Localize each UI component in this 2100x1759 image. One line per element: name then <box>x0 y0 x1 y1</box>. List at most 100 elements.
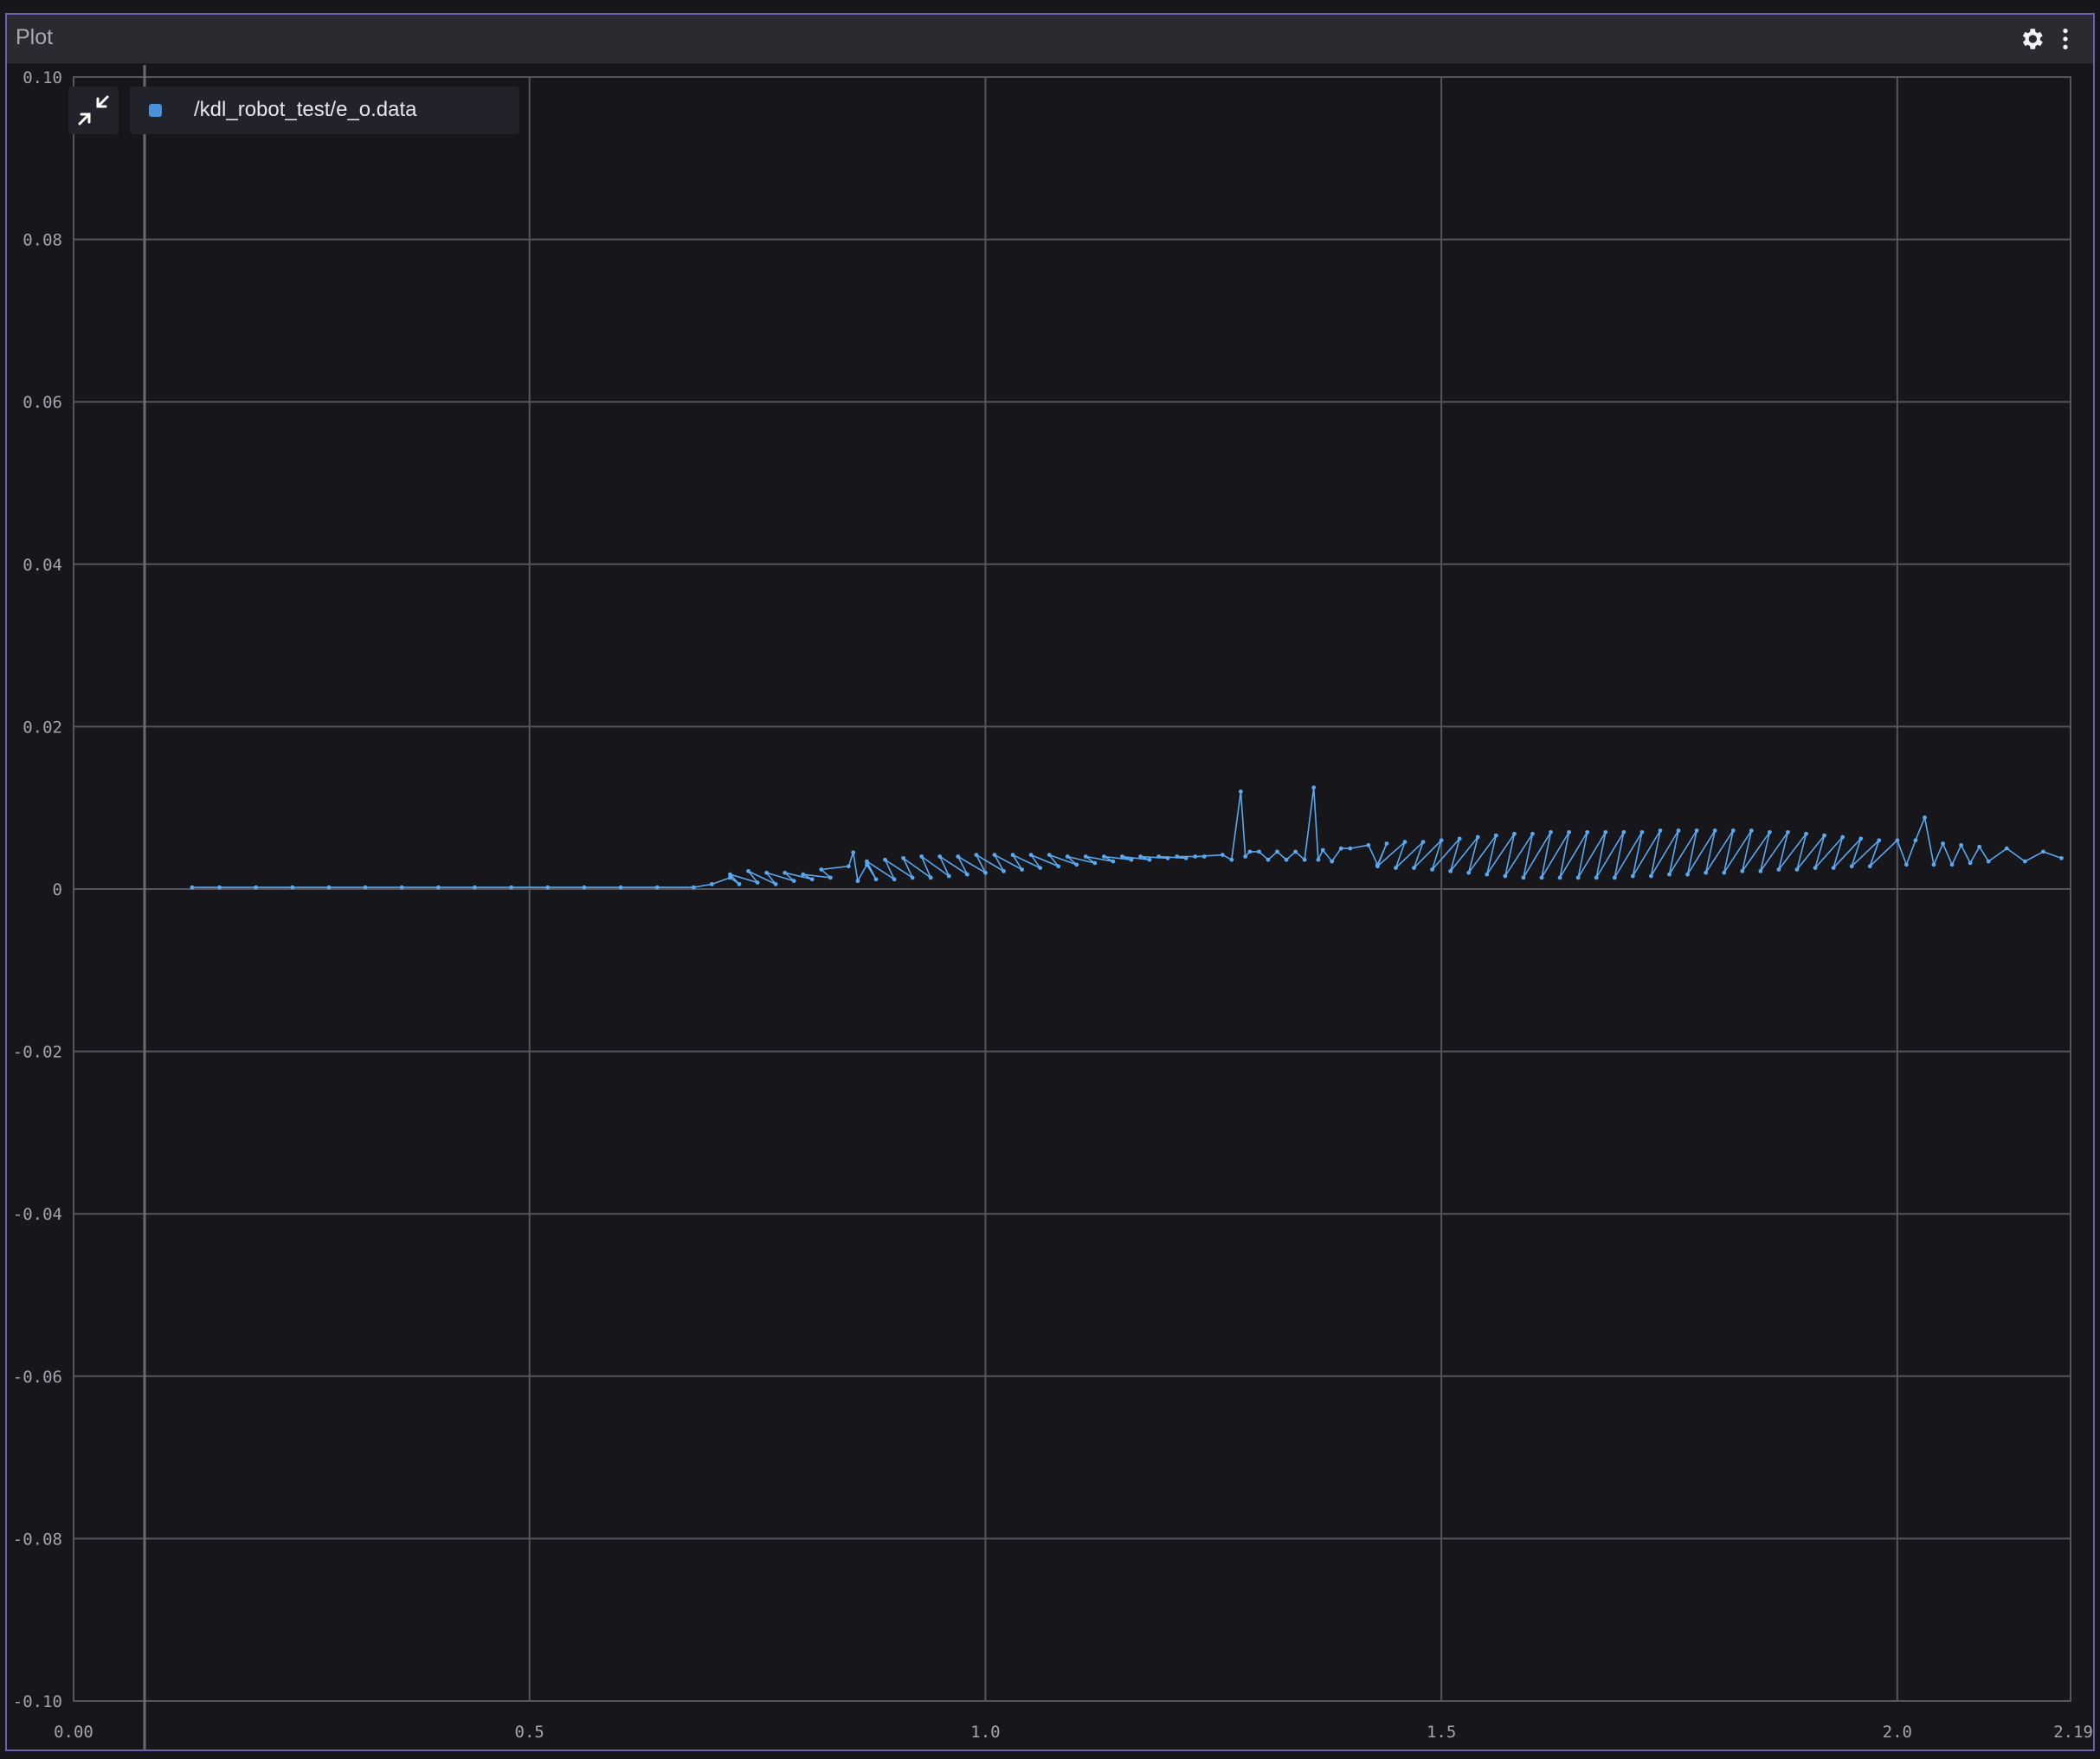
data-point <box>1822 834 1826 838</box>
y-tick-label: -0.02 <box>13 1043 62 1062</box>
data-point <box>545 886 550 890</box>
data-point <box>947 874 951 879</box>
data-point <box>1243 854 1247 859</box>
data-point <box>1430 867 1434 872</box>
y-tick-label: -0.04 <box>13 1205 62 1224</box>
data-point <box>1549 830 1553 834</box>
data-point <box>1440 838 1444 842</box>
data-point <box>1585 830 1589 834</box>
data-point <box>190 886 195 890</box>
data-point <box>1777 867 1781 872</box>
data-point <box>1385 841 1389 846</box>
data-point <box>1621 830 1626 834</box>
data-point <box>1768 830 1772 834</box>
data-point <box>1722 871 1726 875</box>
data-point <box>1704 871 1708 875</box>
data-point <box>619 886 623 890</box>
data-point <box>956 854 960 859</box>
data-point <box>1904 862 1909 867</box>
data-point <box>1530 832 1535 836</box>
data-point <box>1576 875 1581 880</box>
data-point <box>1330 860 1334 864</box>
data-point <box>1202 854 1207 859</box>
data-point <box>1895 838 1899 842</box>
data-point <box>1977 845 1981 849</box>
data-point <box>1056 864 1060 868</box>
data-point <box>901 856 905 860</box>
data-point <box>1987 860 1991 864</box>
data-point <box>1466 871 1471 875</box>
data-point <box>1148 858 1152 862</box>
data-point <box>1503 874 1507 879</box>
data-point <box>728 873 732 877</box>
data-point <box>1476 835 1480 840</box>
x-tick-label: 0.00 <box>54 1723 93 1742</box>
data-point <box>1713 828 1717 833</box>
data-point <box>1166 856 1170 860</box>
data-point <box>436 886 441 890</box>
data-point <box>509 886 513 890</box>
data-point <box>746 869 750 873</box>
data-point <box>1285 858 1289 862</box>
y-tick-label: 0.06 <box>23 393 62 412</box>
legend-item-series[interactable]: /kdl_robot_test/e_o.data <box>130 87 519 134</box>
data-point <box>810 877 815 881</box>
data-point <box>1339 847 1343 851</box>
data-point <box>1594 875 1599 880</box>
data-point <box>710 882 714 886</box>
y-tick-label: 0.10 <box>23 68 62 87</box>
y-tick-label: -0.08 <box>13 1530 62 1549</box>
data-point <box>327 886 332 890</box>
data-point <box>1968 861 1973 866</box>
data-point <box>1603 830 1607 834</box>
data-point <box>819 867 823 872</box>
data-point <box>929 875 933 880</box>
data-point <box>1685 873 1690 877</box>
data-point <box>1923 815 1927 820</box>
data-point <box>1813 866 1818 870</box>
data-point <box>1494 834 1498 838</box>
data-point <box>1394 866 1398 870</box>
data-point <box>1348 847 1352 851</box>
x-tick-label: 2.0 <box>1883 1723 1912 1742</box>
data-point <box>1850 864 1854 868</box>
data-point <box>883 858 887 862</box>
data-point <box>847 864 851 868</box>
data-point <box>1877 838 1881 842</box>
y-tick-label: 0.02 <box>23 718 62 737</box>
data-point <box>1102 854 1106 859</box>
data-point <box>1840 835 1845 840</box>
data-point <box>473 886 477 890</box>
data-point <box>2005 847 2009 851</box>
data-point <box>764 871 769 875</box>
data-point <box>1914 838 1918 842</box>
data-point <box>1248 849 1253 854</box>
data-point <box>1858 836 1863 841</box>
data-point <box>1959 843 1963 847</box>
data-point <box>583 886 587 890</box>
data-point <box>1074 862 1079 867</box>
data-point <box>1458 836 1462 841</box>
data-point <box>400 886 404 890</box>
series-line <box>192 788 2062 887</box>
data-point <box>1193 854 1197 859</box>
data-point <box>1639 830 1644 834</box>
data-point <box>254 886 258 890</box>
data-point <box>2023 860 2027 864</box>
data-point <box>1138 854 1143 859</box>
data-point <box>1567 830 1571 834</box>
data-point <box>364 886 368 890</box>
data-point <box>1047 853 1052 857</box>
data-point <box>217 886 222 890</box>
legend-collapse-button[interactable] <box>68 87 119 134</box>
data-point <box>974 853 978 857</box>
data-point <box>1084 854 1088 859</box>
data-point <box>1317 858 1321 862</box>
data-point <box>1111 860 1116 864</box>
data-point <box>865 860 869 864</box>
data-point <box>1175 854 1179 859</box>
legend-swatch <box>149 104 162 117</box>
x-tick-label: 1.0 <box>970 1723 1000 1742</box>
data-point <box>1002 869 1006 873</box>
